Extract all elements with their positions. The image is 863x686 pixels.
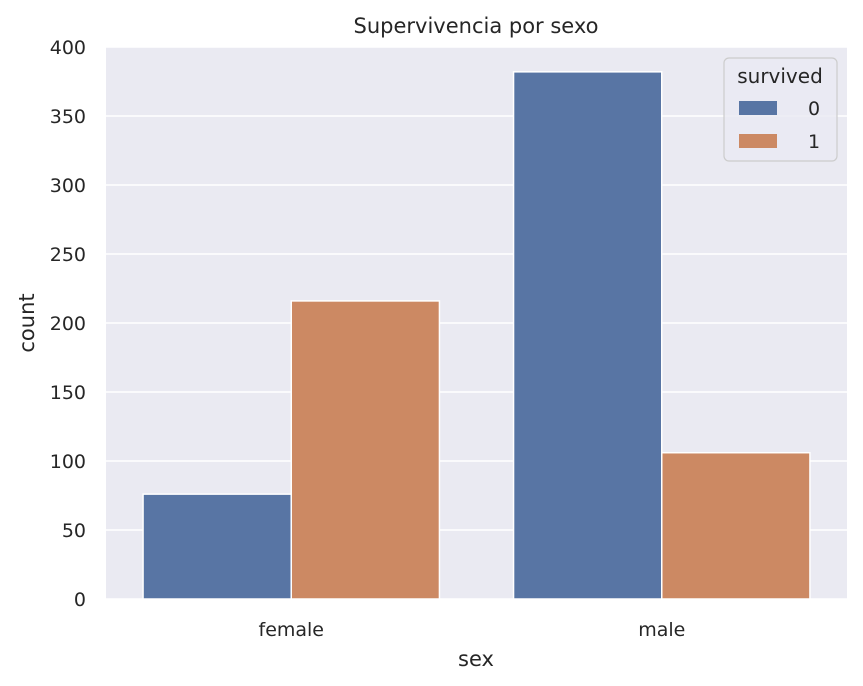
chart-title: Supervivencia por sexo (354, 14, 599, 38)
y-tick-labels: 0 50 100 150 200 250 300 350 400 (50, 37, 86, 611)
y-tick-label: 400 (50, 37, 86, 59)
bar-male-survived-1 (661, 451, 811, 600)
y-tick-label: 350 (50, 106, 86, 128)
y-tick-label: 0 (74, 589, 86, 611)
x-tick-labels: female male (259, 619, 686, 641)
legend-label-1: 1 (808, 131, 820, 153)
x-axis-label: sex (458, 647, 494, 671)
y-tick-label: 300 (50, 175, 86, 197)
legend-swatch-1 (739, 134, 777, 148)
legend-title: survived (737, 64, 823, 88)
x-tick-label-female: female (259, 619, 325, 641)
legend-swatch-0 (739, 101, 777, 115)
legend-label-0: 0 (808, 98, 820, 120)
y-tick-label: 50 (62, 520, 86, 542)
bars (142, 71, 811, 600)
bar-female-survived-1 (290, 300, 441, 600)
y-axis-label: count (15, 293, 39, 352)
y-tick-label: 200 (50, 313, 86, 335)
y-tick-label: 250 (50, 244, 86, 266)
bar-male-survived-0 (512, 71, 663, 600)
y-tick-label: 150 (50, 382, 86, 404)
legend: survived 0 1 (723, 57, 838, 162)
y-tick-label: 100 (50, 451, 86, 473)
x-tick-label-male: male (638, 619, 685, 641)
bar-female-survived-0 (142, 493, 292, 600)
